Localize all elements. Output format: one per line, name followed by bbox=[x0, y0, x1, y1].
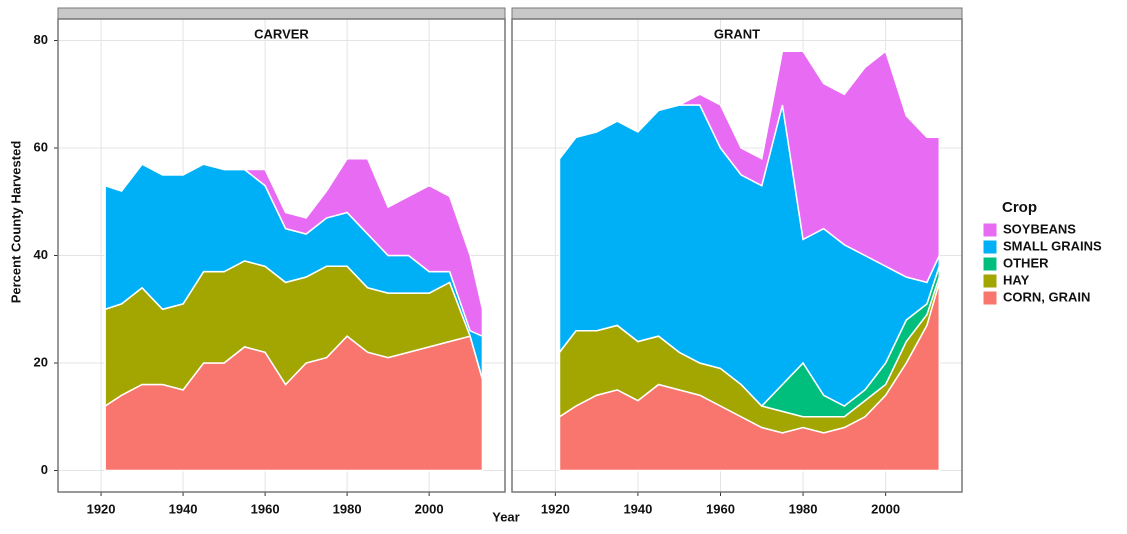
legend-title: Crop bbox=[1002, 199, 1037, 216]
y-tick-label: 40 bbox=[34, 247, 48, 262]
x-tick-label: 1920 bbox=[87, 501, 116, 516]
legend-label: SOYBEANS bbox=[1003, 221, 1076, 236]
y-tick-label: 60 bbox=[34, 139, 48, 154]
x-tick-label: 1960 bbox=[251, 501, 280, 516]
legend-label: OTHER bbox=[1003, 255, 1049, 270]
panel-border bbox=[511, 18, 963, 493]
legend-label: HAY bbox=[1003, 272, 1030, 287]
x-tick-label: 1980 bbox=[789, 501, 818, 516]
area bbox=[104, 158, 484, 338]
x-tick-label: 2000 bbox=[871, 501, 900, 516]
x-tick-label: 2000 bbox=[415, 501, 444, 516]
x-tick-label: 1960 bbox=[706, 501, 735, 516]
y-tick-label: 80 bbox=[34, 32, 48, 47]
x-tick-label: 1920 bbox=[541, 501, 570, 516]
y-tick-label: 20 bbox=[34, 354, 48, 369]
area bbox=[558, 49, 941, 284]
x-tick-label: 1940 bbox=[169, 501, 198, 516]
legend-label: SMALL GRAINS bbox=[1003, 238, 1102, 253]
legend-swatch bbox=[982, 222, 998, 238]
x-tick-label: 1940 bbox=[623, 501, 652, 516]
legend-label: CORN, GRAIN bbox=[1003, 289, 1090, 304]
legend-swatch bbox=[982, 290, 998, 306]
x-tick-label: 1980 bbox=[333, 501, 362, 516]
panel-title: GRANT bbox=[714, 26, 760, 41]
y-axis-label: Percent County Harvested bbox=[8, 141, 23, 304]
x-axis-label: Year bbox=[492, 509, 519, 524]
legend-swatch bbox=[982, 239, 998, 255]
legend-swatch bbox=[982, 273, 998, 289]
panel-border bbox=[57, 18, 506, 493]
panel-title: CARVER bbox=[254, 26, 309, 41]
legend-swatch bbox=[982, 256, 998, 272]
strip bbox=[57, 7, 506, 20]
strip bbox=[511, 7, 963, 20]
y-tick-label: 0 bbox=[41, 462, 48, 477]
